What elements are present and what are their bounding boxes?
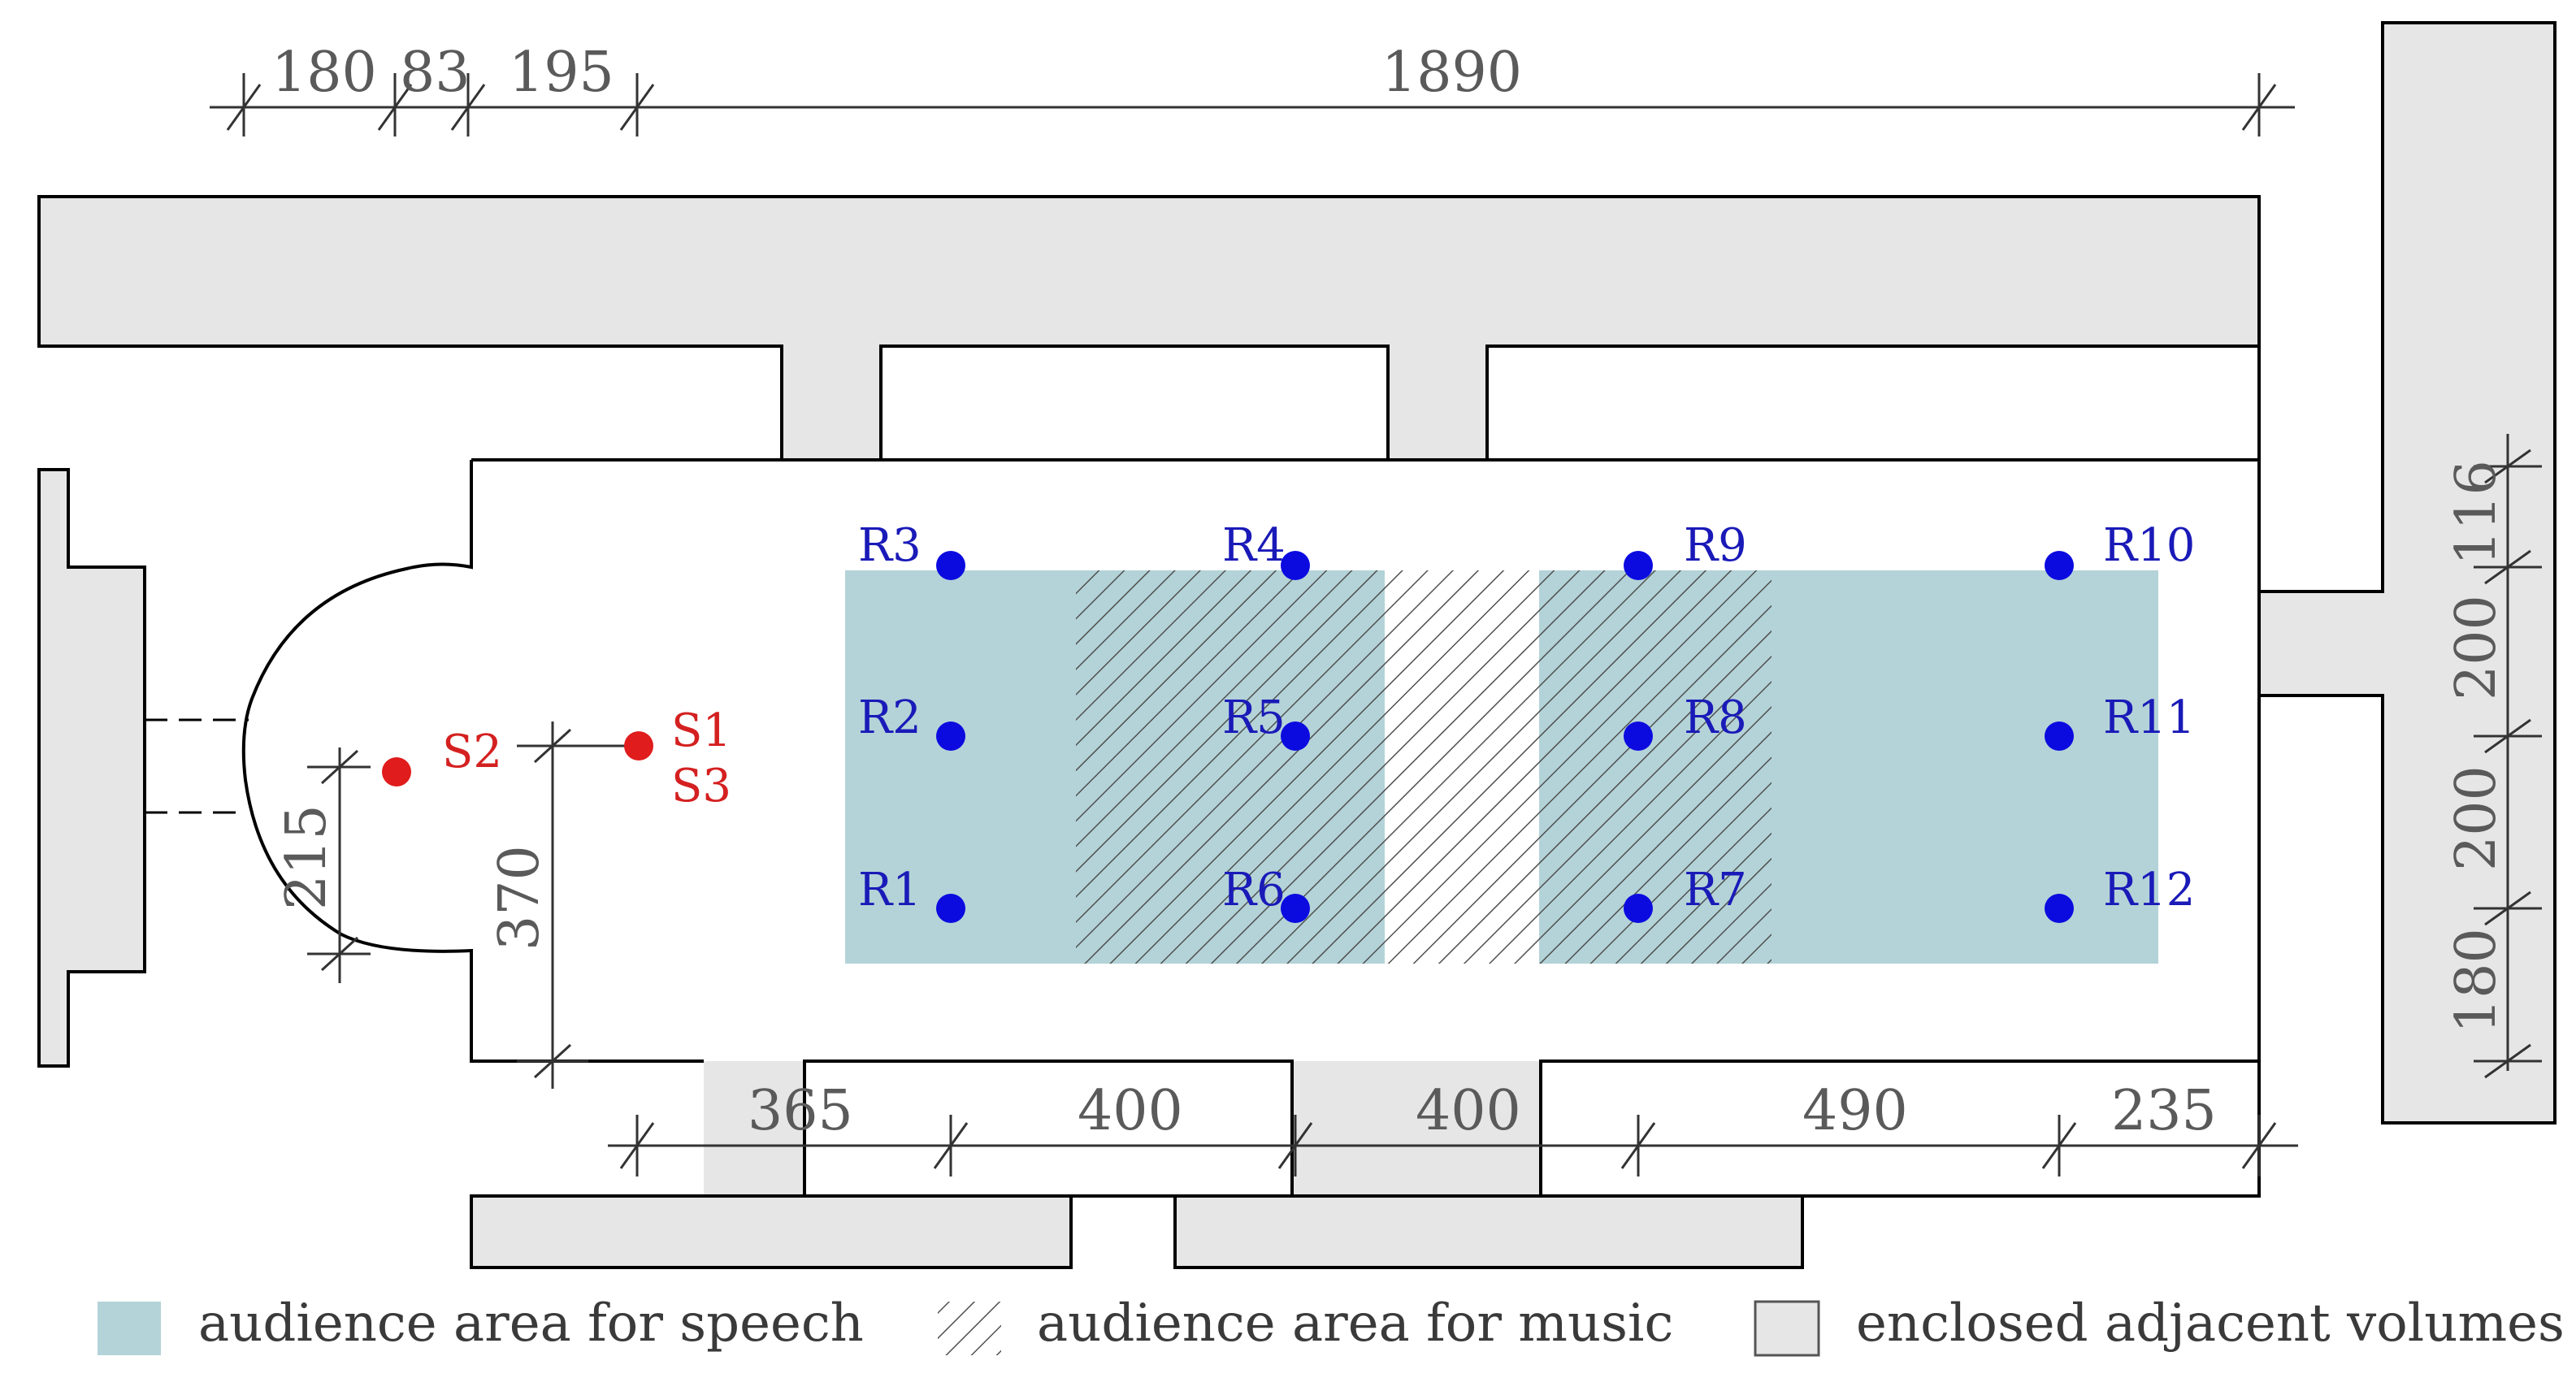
receiver-label-r6: R6 [1222,864,1286,916]
dim-right-2: 200 [2444,595,2509,700]
source-label-s1: S1 [671,704,731,757]
dim-bottom-4: 490 [1802,1079,1908,1143]
receiver-point-r5 [1281,722,1310,751]
legend-swatch-speech [98,1302,161,1355]
adjacent-volume-bottom-right [1173,1194,1804,1269]
receiver-point-r11 [2045,722,2074,751]
adjacent-volume-right [2257,21,2556,1124]
receiver-point-r10 [2045,551,2074,580]
receiver-label-r9: R9 [1684,519,1747,572]
dim-top-2: 83 [400,41,471,105]
legend-label-music: audience area for music [1037,1294,1673,1354]
receivers [936,551,2074,923]
dim-bottom-3: 400 [1416,1079,1521,1143]
bottom-room-left [803,1060,1294,1198]
receiver-point-r6 [1281,894,1310,923]
audience-area-music-right [1539,570,1772,964]
receiver-point-r9 [1624,551,1653,580]
legend-swatch-adjacent [1754,1300,1820,1357]
receiver-point-r7 [1624,894,1653,923]
dimension-labels: 180 83 195 1890 365 400 400 490 235 116 … [271,41,2509,1143]
receiver-labels: R1 R2 R3 R4 R5 R6 R7 R8 R9 R10 R11 R12 [858,519,2195,916]
main-hall-outline [241,458,2261,1063]
source-point-s1-s3 [624,731,653,760]
legend-label-speech: audience area for speech [198,1294,864,1354]
dim-right-1: 116 [2444,460,2509,566]
dim-right-3: 200 [2444,765,2509,871]
receiver-label-r10: R10 [2103,519,2195,572]
receiver-point-r12 [2045,894,2074,923]
receiver-label-r2: R2 [858,691,922,744]
audience-area-music-center-hatch [1385,570,1539,964]
receiver-point-r2 [936,722,965,751]
receiver-label-r4: R4 [1222,519,1286,572]
receiver-label-r5: R5 [1222,691,1286,744]
dim-top-3: 195 [509,41,614,105]
dim-top-1: 180 [271,41,377,105]
dim-right-4: 180 [2444,928,2509,1034]
source-label-s2: S2 [442,726,502,778]
dim-bottom-2: 400 [1078,1079,1183,1143]
legend-label-adjacent: enclosed adjacent volumes [1856,1294,2565,1354]
receiver-label-r8: R8 [1684,691,1747,744]
dim-left-outer: 370 [488,845,552,951]
receiver-label-r12: R12 [2103,864,2195,916]
adjacent-volume-bottom-left [470,1194,1073,1269]
dim-bottom-1: 365 [748,1079,853,1143]
receiver-label-r11: R11 [2103,691,2195,744]
top-room-middle [879,344,1390,462]
receiver-label-r7: R7 [1684,864,1747,916]
dim-left-inner: 215 [275,804,339,910]
receiver-label-r3: R3 [858,519,922,572]
source-label-s3: S3 [671,760,731,812]
receiver-point-r3 [936,551,965,580]
audience-area-music-left [1076,570,1385,964]
receiver-label-r1: R1 [858,864,922,916]
dim-bottom-5: 235 [2111,1079,2217,1143]
receiver-point-r1 [936,894,965,923]
receiver-point-r4 [1281,551,1310,580]
dim-top-4: 1890 [1381,41,1522,105]
adjacent-volume-left [37,468,146,1068]
source-point-s2 [382,757,411,786]
receiver-point-r8 [1624,722,1653,751]
sources: S2 S1 S3 [382,704,731,812]
dimension-lines [210,73,2542,1176]
legend-swatch-music [938,1302,1001,1355]
top-room-right [1485,344,2261,462]
left-opening-lines [145,718,249,814]
legend: audience area for speech audience area f… [98,1294,2565,1357]
